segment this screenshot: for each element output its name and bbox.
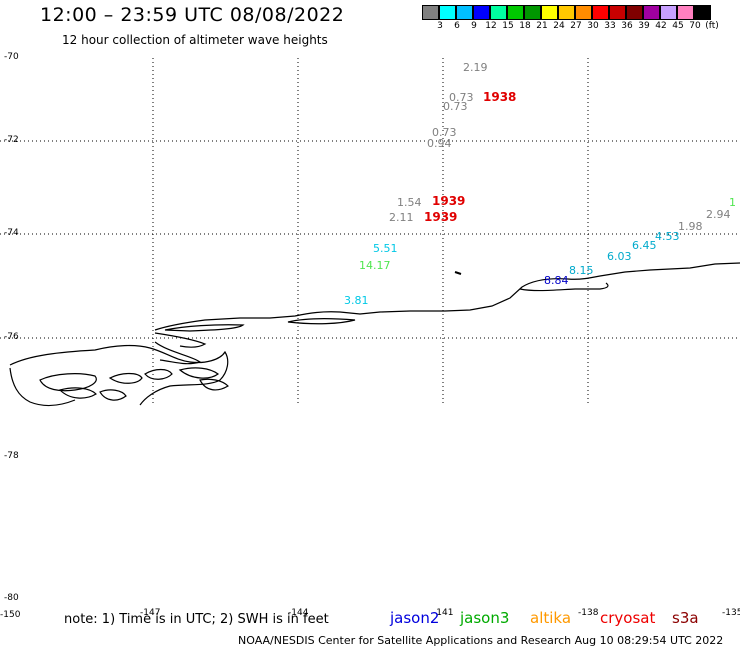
satellite-legend-altika: altika xyxy=(530,609,572,627)
satellite-legend-jason2: jason2 xyxy=(390,609,440,627)
scale-label: 30 xyxy=(587,21,599,31)
wave-height-label: 14.17 xyxy=(359,259,391,272)
scale-label: 6 xyxy=(454,21,460,31)
wave-height-label: 0.73 xyxy=(449,91,474,104)
scale-swatch xyxy=(592,5,609,20)
scale-label: 21 xyxy=(536,21,548,31)
scale-label: 42 xyxy=(655,21,667,31)
lon-label: -135 xyxy=(722,608,740,618)
scale-label: 9 xyxy=(471,21,477,31)
scale-swatch xyxy=(473,5,490,20)
subtitle: 12 hour collection of altimeter wave hei… xyxy=(62,33,328,47)
scale-label: 12 xyxy=(485,21,497,31)
scale-label: 39 xyxy=(638,21,650,31)
coastline xyxy=(9,262,740,407)
scale-label: 36 xyxy=(621,21,633,31)
footer-credit: NOAA/NESDIS Center for Satellite Applica… xyxy=(238,634,724,647)
scale-swatch xyxy=(660,5,677,20)
lat-label: -78 xyxy=(4,451,19,461)
scale-label: 45 xyxy=(672,21,684,31)
scale-swatch xyxy=(439,5,456,20)
satellite-legend-cryosat: cryosat xyxy=(600,609,656,627)
grid-lines xyxy=(0,58,740,405)
scale-swatch xyxy=(643,5,660,20)
lon-label: -150 xyxy=(0,610,21,620)
wave-height-label: 8.84 xyxy=(544,274,569,287)
scale-label: 24 xyxy=(553,21,565,31)
wave-height-label: 6.45 xyxy=(632,239,657,252)
scale-swatch xyxy=(575,5,592,20)
lon-label: -144 xyxy=(288,608,309,618)
scale-label: 15 xyxy=(502,21,514,31)
wave-height-label: 6.03 xyxy=(607,250,632,263)
scale-label: 3 xyxy=(437,21,443,31)
scale-label: 33 xyxy=(604,21,616,31)
time-stamp: 1938 xyxy=(483,90,517,104)
lat-label: -70 xyxy=(4,52,19,62)
note-text: note: 1) Time is in UTC; 2) SWH is in fe… xyxy=(64,612,329,627)
title: 12:00 – 23:59 UTC 08/08/2022 xyxy=(40,4,345,26)
scale-swatch xyxy=(694,5,711,20)
scale-label: 27 xyxy=(570,21,582,31)
lat-label: -80 xyxy=(4,593,19,603)
wave-height-label: 8.15 xyxy=(569,264,594,277)
wave-height-label: 0.94 xyxy=(427,137,452,150)
time-stamp: 1939 xyxy=(424,210,458,224)
scale-swatch xyxy=(490,5,507,20)
wave-height-label: 0.73 xyxy=(432,126,457,139)
wave-height-label: 2.94 xyxy=(706,208,731,221)
lon-label: -147 xyxy=(140,608,161,618)
time-stamp: 1939 xyxy=(432,194,466,208)
scale-swatch xyxy=(456,5,473,20)
scale-swatch xyxy=(558,5,575,20)
scale-swatch xyxy=(541,5,558,20)
wave-height-label: 2.19 xyxy=(463,61,488,74)
wave-height-label: 1 xyxy=(729,196,739,209)
wave-height-label: 1.54 xyxy=(397,196,422,209)
scale-swatch xyxy=(524,5,541,20)
scale-swatch xyxy=(422,5,439,20)
wave-height-label: 0.73 xyxy=(443,100,468,113)
scale-swatch xyxy=(507,5,524,20)
scale-label: 18 xyxy=(519,21,531,31)
lat-label: -74 xyxy=(4,228,19,238)
color-scale-labels: 3 6 9 12 15 18 21 24 27 30 33 36 39 42 45 70 (ft) xyxy=(422,21,740,35)
satellite-legend-jason3: jason3 xyxy=(460,609,510,627)
lon-label: -141 xyxy=(433,608,454,618)
scale-swatch xyxy=(609,5,626,20)
lat-label: -76 xyxy=(4,332,19,342)
lon-label: -138 xyxy=(578,608,599,618)
wave-height-label: 4.53 xyxy=(655,230,680,243)
satellite-legend-s3a: s3a xyxy=(672,609,699,627)
scale-label: 70 xyxy=(689,21,701,31)
scale-swatch xyxy=(626,5,643,20)
wave-height-label: 3.81 xyxy=(344,294,369,307)
wave-height-label: 2.11 xyxy=(389,211,414,224)
lat-label: -72 xyxy=(4,135,19,145)
wave-height-label: 5.51 xyxy=(373,242,398,255)
color-scale xyxy=(422,5,711,20)
scale-swatch xyxy=(677,5,694,20)
wave-height-label: 1.98 xyxy=(678,220,703,233)
small-island xyxy=(454,271,462,275)
scale-label: (ft) xyxy=(705,21,719,31)
